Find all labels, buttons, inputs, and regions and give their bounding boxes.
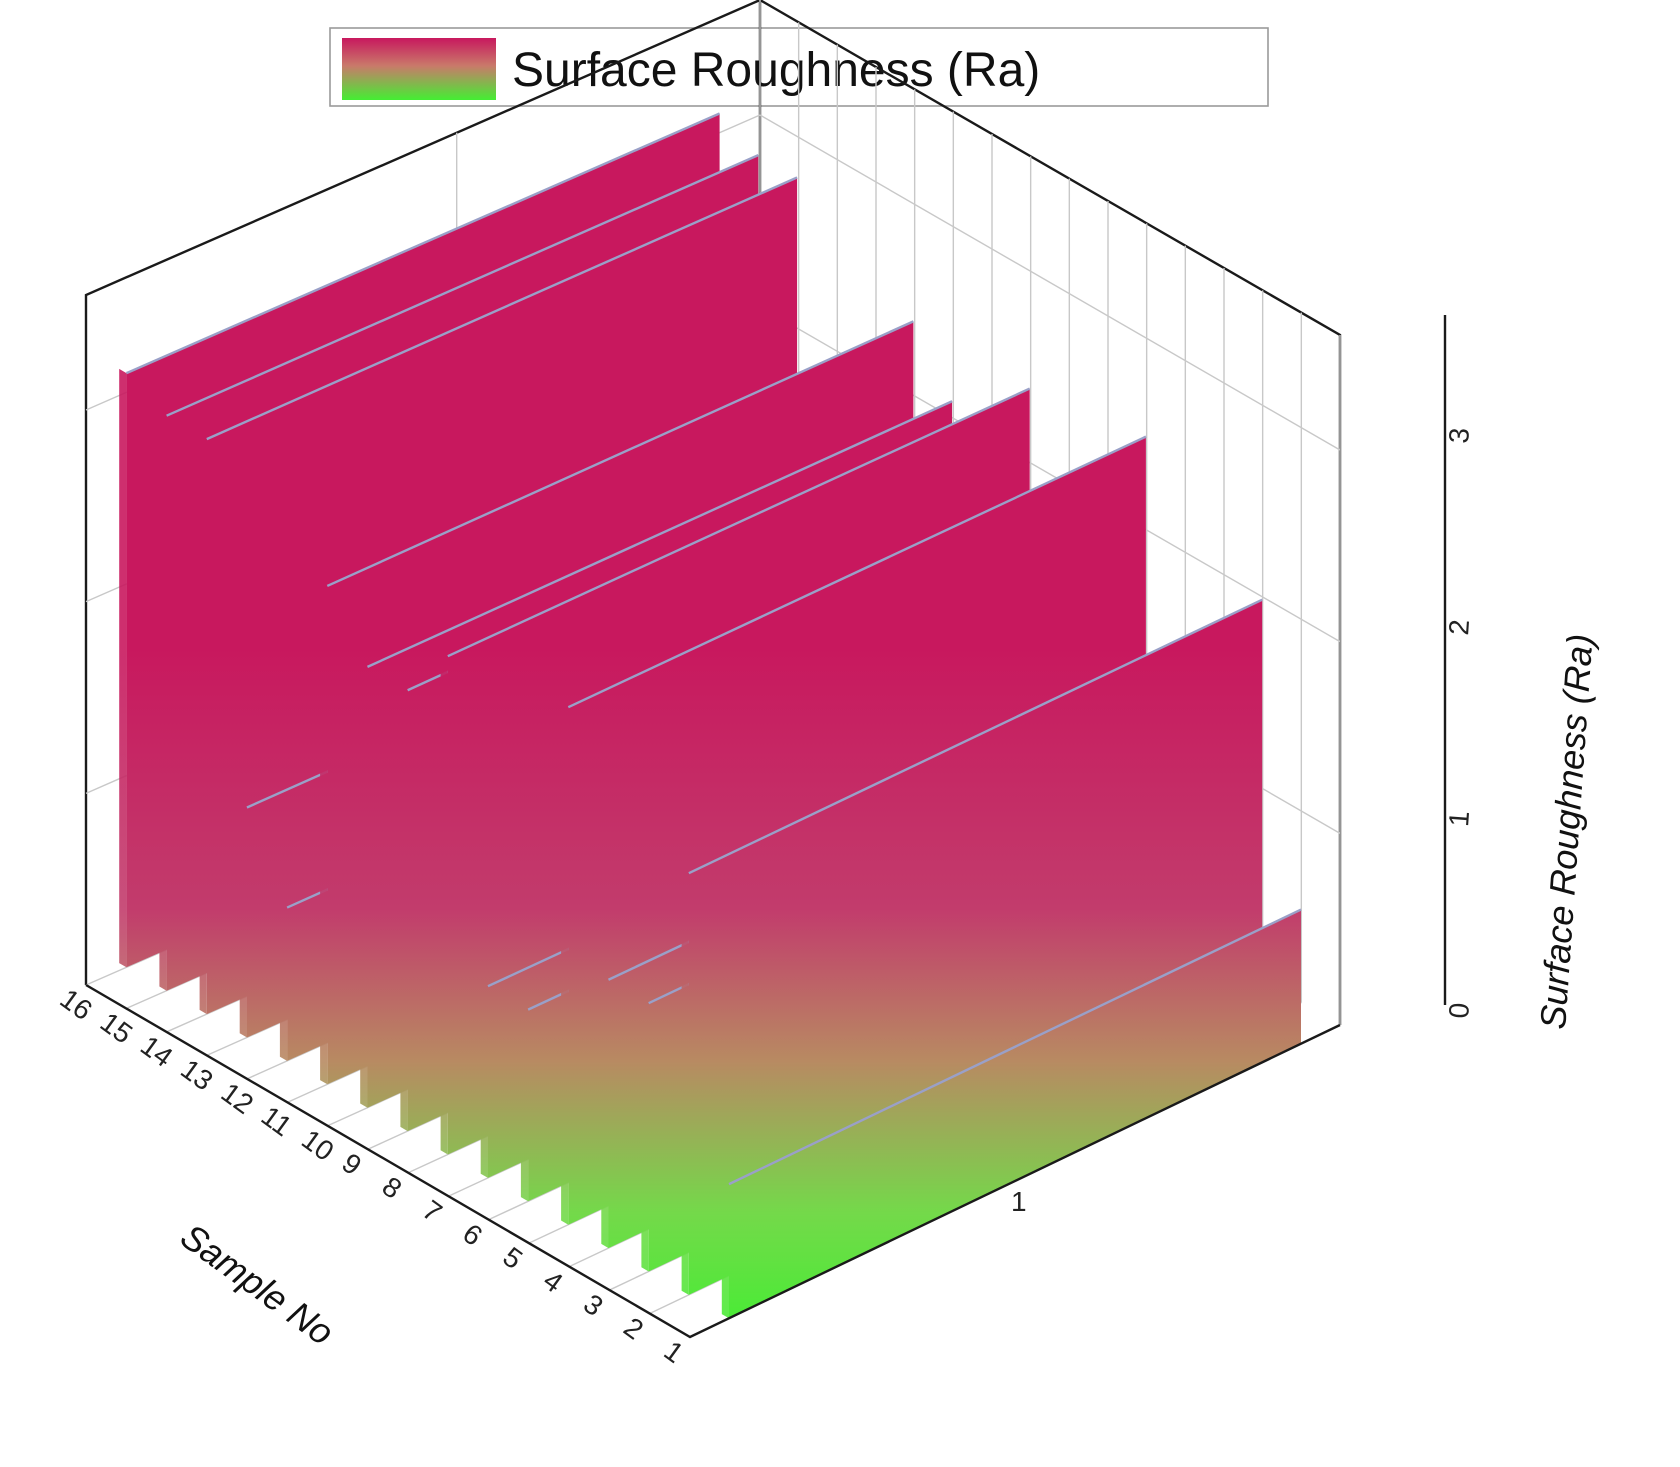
wall-top-edge <box>125 112 721 375</box>
x-tick-label: 7 <box>417 1194 448 1228</box>
wall-sample-2 <box>681 598 1263 1295</box>
wall-edge <box>520 1005 529 1202</box>
x-tick-label: 1 <box>658 1335 689 1369</box>
front-axis-frame <box>85 315 1447 1339</box>
wall-top-edge <box>166 154 759 417</box>
z-tick-label: 3 <box>1443 427 1475 445</box>
wall-top-edge <box>567 435 1147 709</box>
z-tick-label: 2 <box>1443 618 1475 636</box>
wall-top-edge <box>447 387 1031 658</box>
x-tick-label: 3 <box>578 1288 609 1322</box>
legend-label: Surface Roughness (Ra) <box>512 44 1040 97</box>
wall-top-edge <box>728 908 1302 1186</box>
z-tick-label: 1 <box>1443 810 1475 828</box>
wall-edge <box>601 975 609 1249</box>
wall-face <box>688 599 1263 1295</box>
data-walls <box>119 112 1302 1319</box>
wall-sample-1 <box>721 908 1302 1319</box>
wall-top-edge <box>206 176 798 441</box>
y-tick-labels: 1 <box>1011 1186 1027 1217</box>
wall-edge <box>400 686 408 1132</box>
wall-edge <box>721 1179 729 1319</box>
wall-edge <box>199 434 207 1015</box>
wall-top-edge <box>366 400 953 668</box>
wall-edge <box>641 998 649 1272</box>
legend-swatch <box>342 38 496 100</box>
z-axis-title: Surface Roughness (Ra) <box>1532 632 1601 1030</box>
x-tick-label: 9 <box>336 1147 367 1181</box>
wall-top-edge <box>326 320 914 588</box>
wall-edge <box>239 803 247 1038</box>
x-tick-label: 8 <box>377 1170 408 1204</box>
wall-edge <box>279 903 288 1061</box>
wall-edge <box>561 703 569 1225</box>
x-tick-label: 6 <box>457 1217 488 1251</box>
wall-edge <box>681 869 689 1295</box>
grid-line <box>759 114 1341 451</box>
wall-edge <box>119 368 127 968</box>
x-tick-label: 5 <box>497 1241 528 1275</box>
wall-edge <box>320 581 328 1085</box>
wall-face <box>729 909 1301 1319</box>
x-tick-label: 4 <box>538 1264 569 1298</box>
x-tick-label: 11 <box>256 1100 298 1142</box>
x-axis-title: Sample No <box>173 1215 341 1353</box>
z-tick-labels: 0 1 2 3 <box>1443 427 1475 1020</box>
floor-front-edges <box>85 983 1341 1339</box>
wall-edge <box>440 651 448 1155</box>
y-tick-label: 1 <box>1011 1186 1027 1217</box>
z-tick-label: 0 <box>1443 1002 1475 1020</box>
wall-edge <box>159 411 167 991</box>
x-tick-label: 2 <box>618 1311 649 1345</box>
wall-edge <box>480 982 488 1178</box>
wall-top-edge <box>688 598 1263 875</box>
wall-edge <box>360 662 368 1108</box>
